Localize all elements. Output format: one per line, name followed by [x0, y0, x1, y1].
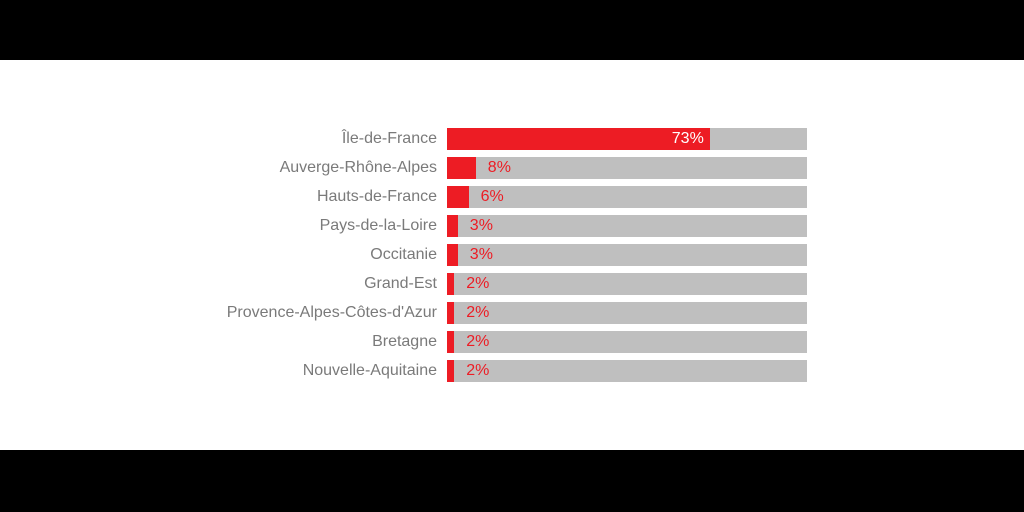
bar-row: Auverge-Rhône-Alpes 8%	[217, 157, 807, 179]
bar-label: Occitanie	[217, 246, 437, 264]
bar-value: 8%	[488, 157, 511, 179]
bar-fill	[447, 273, 454, 295]
chart-panel: Île-de-France 73% Auverge-Rhône-Alpes 8% Hau…	[0, 60, 1024, 450]
bar-track: 6%	[447, 186, 807, 208]
horizontal-bar-chart: Île-de-France 73% Auverge-Rhône-Alpes 8% Hau…	[217, 128, 807, 382]
bar-row: Île-de-France 73%	[217, 128, 807, 150]
bar-row: Bretagne 2%	[217, 331, 807, 353]
bar-value: 2%	[466, 331, 489, 353]
bar-value: 73%	[672, 128, 704, 150]
bar-track: 73%	[447, 128, 807, 150]
bar-label: Provence-Alpes-Côtes-d'Azur	[217, 304, 437, 322]
bar-row: Occitanie 3%	[217, 244, 807, 266]
bar-label: Bretagne	[217, 333, 437, 351]
bar-label: Île-de-France	[217, 130, 437, 148]
bar-fill	[447, 186, 469, 208]
bar-track: 8%	[447, 157, 807, 179]
chart-wrap: Île-de-France 73% Auverge-Rhône-Alpes 8% Hau…	[0, 60, 1024, 450]
bar-label: Auverge-Rhône-Alpes	[217, 159, 437, 177]
bar-fill	[447, 157, 476, 179]
letterbox-bottom	[0, 450, 1024, 512]
bar-value: 2%	[466, 273, 489, 295]
bar-value: 2%	[466, 360, 489, 382]
bar-track: 2%	[447, 273, 807, 295]
bar-track: 2%	[447, 331, 807, 353]
bar-value: 3%	[470, 215, 493, 237]
bar-track: 3%	[447, 215, 807, 237]
bar-label: Grand-Est	[217, 275, 437, 293]
bar-row: Grand-Est 2%	[217, 273, 807, 295]
bar-value: 3%	[470, 244, 493, 266]
bar-fill	[447, 215, 458, 237]
bar-track: 3%	[447, 244, 807, 266]
canvas: Île-de-France 73% Auverge-Rhône-Alpes 8% Hau…	[0, 0, 1024, 512]
bar-row: Hauts-de-France 6%	[217, 186, 807, 208]
bar-fill	[447, 244, 458, 266]
bar-fill	[447, 302, 454, 324]
bar-row: Provence-Alpes-Côtes-d'Azur 2%	[217, 302, 807, 324]
letterbox-top	[0, 0, 1024, 60]
bar-fill	[447, 360, 454, 382]
bar-track: 2%	[447, 302, 807, 324]
bar-fill	[447, 128, 710, 150]
bar-label: Nouvelle-Aquitaine	[217, 362, 437, 380]
bar-value: 2%	[466, 302, 489, 324]
bar-label: Hauts-de-France	[217, 188, 437, 206]
bar-row: Nouvelle-Aquitaine 2%	[217, 360, 807, 382]
bar-fill	[447, 331, 454, 353]
bar-row: Pays-de-la-Loire 3%	[217, 215, 807, 237]
bar-label: Pays-de-la-Loire	[217, 217, 437, 235]
bar-track: 2%	[447, 360, 807, 382]
bar-value: 6%	[481, 186, 504, 208]
